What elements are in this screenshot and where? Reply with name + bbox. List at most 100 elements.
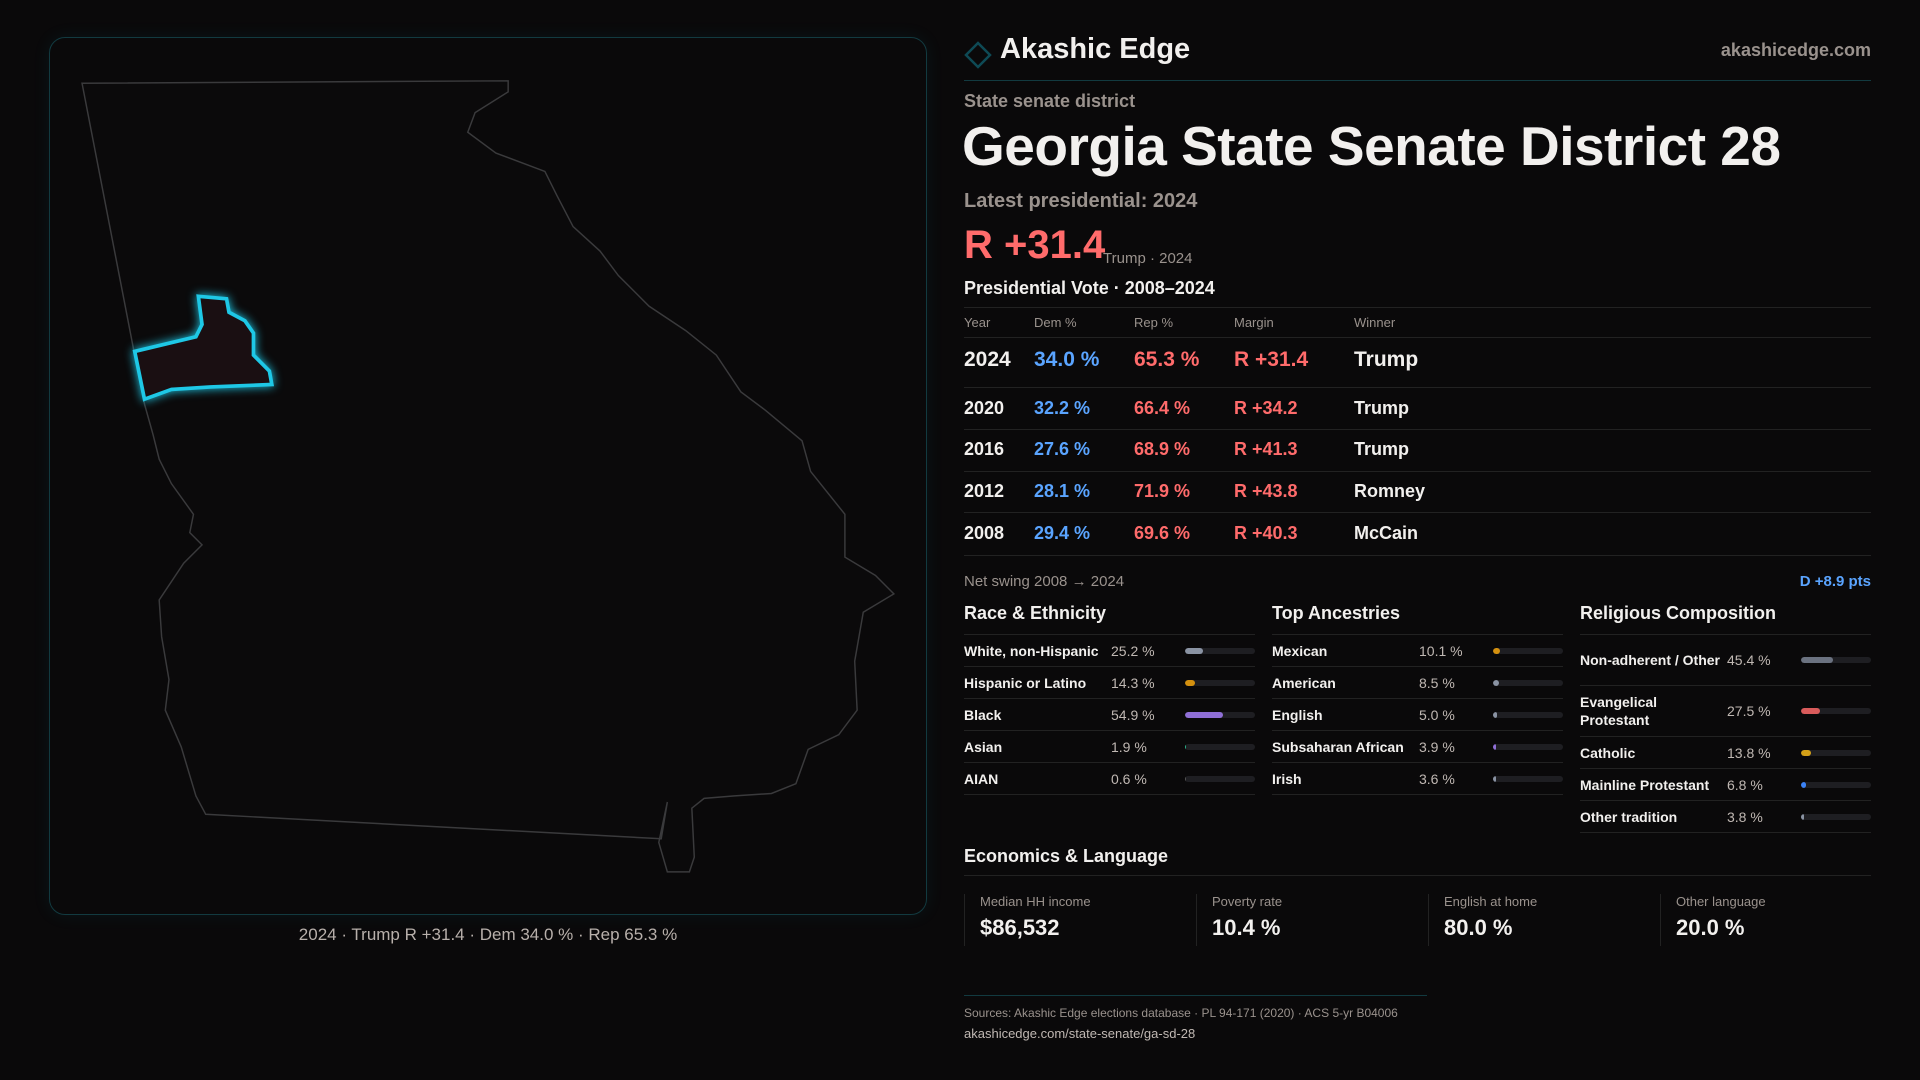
bar-track xyxy=(1493,679,1563,686)
cell-dem: 27.6 % xyxy=(1034,439,1091,459)
list-item: English 5.0 % xyxy=(1272,699,1563,731)
cell-rep: 71.9 % xyxy=(1134,481,1191,501)
cell-rep: 65.3 % xyxy=(1134,348,1200,371)
bar-fill xyxy=(1493,711,1497,718)
cell-winner: Romney xyxy=(1354,481,1426,501)
col-dem: Dem % xyxy=(1034,315,1077,330)
stat-value: 20.0 % xyxy=(1676,915,1745,940)
bar-track xyxy=(1493,711,1563,718)
stat-label: Poverty rate xyxy=(1212,894,1283,909)
item-label: Catholic xyxy=(1580,744,1636,761)
bar-fill xyxy=(1493,775,1496,782)
bar-track xyxy=(1185,775,1255,782)
cell-dem: 28.1 % xyxy=(1034,481,1091,501)
bar-track xyxy=(1801,749,1871,756)
item-value: 3.9 % xyxy=(1419,738,1455,755)
sources: Sources: Akashic Edge elections database… xyxy=(964,1006,1398,1020)
map-panel xyxy=(49,37,927,915)
page-title: Georgia State Senate District 28 xyxy=(962,115,1781,177)
stat-value: 80.0 % xyxy=(1444,915,1513,940)
econ-title: Economics & Language xyxy=(964,846,1169,866)
econ-cards: Median HH income $86,532 Poverty rate 10.4 … xyxy=(964,894,1892,946)
item-label: Non-adherent / Other xyxy=(1580,652,1721,668)
map-caption: 2024 · Trump R +31.4 · Dem 34.0 % · Rep … xyxy=(298,925,678,944)
list-item: Hispanic or Latino 14.3 % xyxy=(964,667,1255,699)
bar-track xyxy=(1185,679,1255,686)
bar-fill xyxy=(1493,743,1496,750)
bar-track xyxy=(1185,647,1255,654)
cell-dem: 34.0 % xyxy=(1034,348,1100,371)
item-label: Black xyxy=(964,706,1002,723)
item-value: 45.4 % xyxy=(1727,652,1771,668)
cell-winner: McCain xyxy=(1354,523,1419,543)
item-value: 8.5 % xyxy=(1419,674,1455,691)
list-item: Other tradition 3.8 % xyxy=(1580,801,1871,833)
bar-track xyxy=(1493,647,1563,654)
bar-track xyxy=(1801,781,1871,788)
cell-year: 2020 xyxy=(964,398,1005,418)
item-label: English xyxy=(1272,706,1323,723)
list-item: Subsaharan African 3.9 % xyxy=(1272,731,1563,763)
bar-fill xyxy=(1185,679,1195,686)
bar-fill xyxy=(1801,749,1811,756)
item-value: 27.5 % xyxy=(1727,703,1771,719)
bar-fill xyxy=(1493,679,1499,686)
cell-margin: R +43.8 xyxy=(1234,481,1298,501)
item-value: 3.8 % xyxy=(1727,808,1763,825)
bar-fill xyxy=(1185,743,1187,750)
section-1: Top Ancestries Mexican 10.1 % American 8.5 %… xyxy=(1272,603,1563,795)
cell-margin: R +40.3 xyxy=(1234,523,1298,543)
item-value: 13.8 % xyxy=(1727,744,1771,761)
bar-fill xyxy=(1801,813,1804,820)
divider xyxy=(964,875,1871,876)
col-rep: Rep % xyxy=(1134,315,1174,330)
col-winner: Winner xyxy=(1354,315,1396,330)
item-label: American xyxy=(1272,674,1336,691)
item-value: 54.9 % xyxy=(1111,706,1155,723)
swing-label: Net swing 2008 → 2024 xyxy=(964,573,1125,590)
list-item: Black 54.9 % xyxy=(964,699,1255,731)
cell-year: 2024 xyxy=(964,348,1011,371)
brand-name: Akashic Edge xyxy=(1000,33,1191,65)
stat-label: Median HH income xyxy=(980,894,1091,909)
item-value: 25.2 % xyxy=(1111,642,1155,659)
cell-winner: Trump xyxy=(1354,348,1419,371)
divider xyxy=(964,307,1871,308)
cell-rep: 66.4 % xyxy=(1134,398,1191,418)
stat-value: 10.4 % xyxy=(1212,915,1281,940)
bar-fill xyxy=(1493,647,1501,654)
item-label: Mainline Protestant xyxy=(1580,776,1710,793)
bar-track xyxy=(1185,743,1255,750)
cell-year: 2012 xyxy=(964,481,1005,501)
cell-margin: R +31.4 xyxy=(1234,348,1309,371)
bar-track xyxy=(1493,743,1563,750)
bar-track xyxy=(1801,708,1871,714)
stat-card: Other language 20.0 % xyxy=(1660,894,1892,946)
stat-label: Other language xyxy=(1676,894,1766,909)
item-value: 5.0 % xyxy=(1419,706,1455,723)
item-label: Irish xyxy=(1272,770,1302,787)
section-2: Religious Composition Non-adherent / Othe… xyxy=(1580,603,1871,833)
latest-label: Latest presidential: 2024 xyxy=(964,190,1198,212)
item-label: Asian xyxy=(964,738,1003,755)
cell-year: 2008 xyxy=(964,523,1005,543)
site-link[interactable]: akashicedge.com xyxy=(1720,40,1871,60)
bar-fill xyxy=(1801,781,1806,788)
item-value: 6.8 % xyxy=(1727,776,1763,793)
list-item: White, non-Hispanic 25.2 % xyxy=(964,635,1255,667)
item-label: Other tradition xyxy=(1580,808,1678,825)
item-value: 10.1 % xyxy=(1419,642,1463,659)
item-label: Evangelical Protestant xyxy=(1580,694,1658,728)
divider xyxy=(964,429,1871,430)
pres-title: Presidential Vote · 2008–2024 xyxy=(964,278,1215,298)
cell-margin: R +34.2 xyxy=(1234,398,1298,418)
bar-fill xyxy=(1185,711,1224,718)
section-title: Top Ancestries xyxy=(1272,603,1563,635)
cell-winner: Trump xyxy=(1354,439,1410,459)
divider xyxy=(964,387,1871,388)
source-url[interactable]: akashicedge.com/state-senate/ga-sd-28 xyxy=(964,1026,1196,1041)
stat-card: Median HH income $86,532 xyxy=(964,894,1196,946)
item-value: 0.6 % xyxy=(1111,770,1147,787)
bar-fill xyxy=(1185,647,1203,654)
section-title: Religious Composition xyxy=(1580,603,1871,635)
